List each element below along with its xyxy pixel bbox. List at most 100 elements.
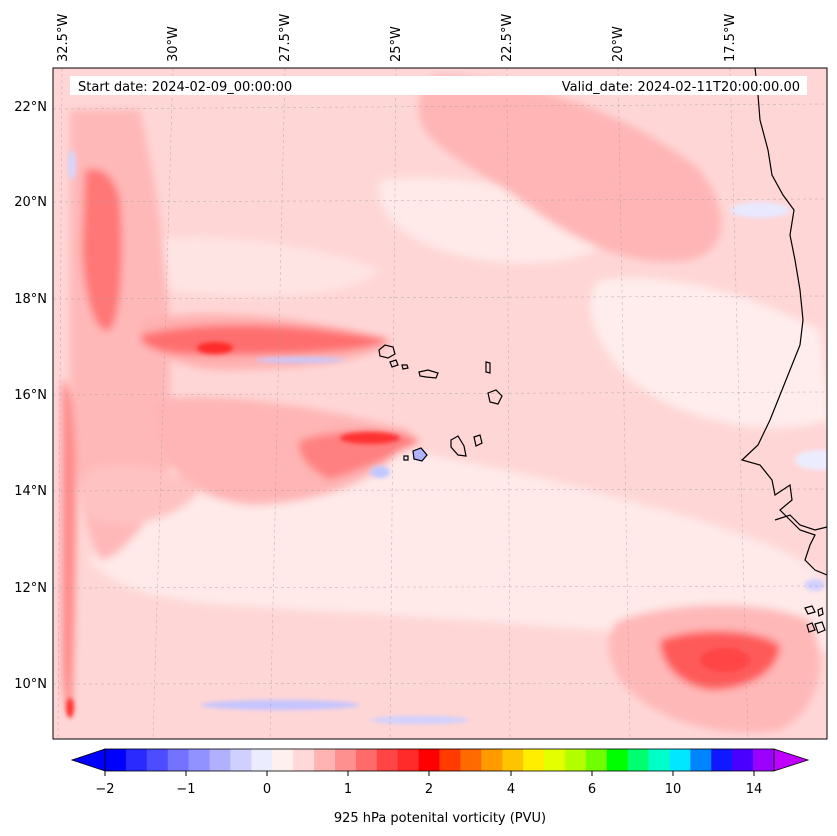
colorbar-cell [627, 749, 649, 771]
colorbar-cell [690, 749, 712, 771]
colorbar-cell [732, 749, 754, 771]
island-sao-nicolau [418, 369, 439, 379]
pv-light-area [590, 278, 827, 428]
colorbar-tick-label: −1 [176, 782, 195, 797]
island-boa-vista [487, 389, 503, 405]
lat-label-12n: 12°N [14, 581, 47, 596]
colorbar-tick-label: 4 [507, 782, 515, 797]
island-santiago [450, 435, 467, 457]
header-band [70, 76, 807, 95]
pv-max-core [340, 432, 400, 444]
colorbar-cell [334, 749, 357, 771]
colorbar-cell [460, 749, 482, 771]
pv-negative-streak [795, 450, 827, 470]
colorbar-cell [167, 749, 190, 771]
colorbar-cell [146, 749, 169, 771]
pv-strong-band [299, 430, 420, 480]
pv-moderate-area [83, 466, 200, 524]
colorbar-cell [376, 749, 399, 771]
lat-label-20n: 20°N [14, 195, 47, 210]
lon-label-25w: 25°W [389, 26, 404, 62]
pv-negative-streak [730, 202, 790, 218]
island-fogo [412, 447, 428, 462]
lon-label-30w: 30°W [166, 26, 181, 62]
colorbar-extend-min [70, 748, 106, 772]
pv-negative-streak [370, 716, 470, 724]
island-sao-vicente [389, 359, 399, 368]
colorbar-cell [585, 749, 608, 771]
island-santa-luzia [401, 364, 409, 370]
pv-negative-streak [200, 700, 360, 710]
island-maio [473, 434, 483, 447]
colorbar-cell [753, 749, 775, 771]
lon-label-32-5w: 32.5°W [56, 14, 71, 62]
colorbar-extend-max [773, 748, 810, 772]
colorbar-cell [523, 749, 545, 771]
colorbar-tick-label: 14 [746, 782, 763, 797]
colorbar-tick-label: 0 [263, 782, 271, 797]
colorbar-tick-label: 10 [665, 782, 682, 797]
colorbar-cell [439, 749, 461, 771]
coastline-africa [740, 68, 827, 634]
lon-label-22-5w: 22.5°W [500, 14, 515, 62]
colorbar-cell [105, 749, 127, 771]
pv-strong-band [82, 168, 122, 331]
colorbar-ticks [104, 771, 755, 776]
colorbar-cell [564, 749, 587, 771]
lat-label-10n: 10°N [14, 677, 47, 692]
lat-label-16n: 16°N [14, 388, 47, 403]
lon-label-20w: 20°W [611, 26, 626, 62]
colorbar-cell [502, 749, 524, 771]
colorbar-tick-label: 2 [425, 782, 433, 797]
island-sal [485, 361, 491, 374]
pv-moderate-area [150, 397, 410, 505]
longitude-labels: 32.5°W 30°W 27.5°W 25°W 22.5°W 20°W 17.5… [56, 14, 738, 62]
colorbar-cell [669, 749, 691, 771]
lat-label-14n: 14°N [14, 484, 47, 499]
pv-negative-streak [370, 466, 390, 478]
island-santo-antao [378, 344, 396, 359]
colorbar-tick-label: 1 [344, 782, 352, 797]
map-area: Start date: 2024-02-09_00:00:00 Valid_da… [53, 68, 827, 739]
colorbar-cell [314, 749, 336, 771]
colorbar-cells [105, 749, 775, 771]
map-frame [52, 67, 828, 740]
colorbar-cell [606, 749, 629, 771]
colorbar-cell [272, 749, 294, 771]
lon-label-17-5w: 17.5°W [723, 14, 738, 62]
colorbar-cell [293, 749, 315, 771]
coastline-west-africa [740, 68, 827, 576]
colorbar-cell [418, 749, 440, 771]
pv-core-features [66, 342, 750, 718]
colorbar-cell [230, 749, 252, 771]
colorbar-cell [481, 749, 503, 771]
pv-light-area [378, 177, 620, 264]
colorbar: −2 −1 0 1 2 4 6 10 14 925 hPa potenital … [70, 748, 810, 826]
pv-negative-areas [68, 150, 827, 724]
colorbar-tick-label: 6 [588, 782, 596, 797]
lat-label-18n: 18°N [14, 292, 47, 307]
gridlines [53, 68, 827, 739]
latitude-labels: 22°N 20°N 18°N 16°N 14°N 12°N 10°N [14, 100, 47, 692]
island-brava [403, 455, 409, 461]
colorbar-cell [209, 749, 231, 771]
colorbar-tick-label: −2 [95, 782, 114, 797]
colorbar-title: 925 hPa potenital vorticity (PVU) [334, 811, 546, 826]
pv-negative-streak [68, 150, 76, 180]
valid-date-label: Valid_date: 2024-02-11T20:00:00.00 [562, 80, 800, 95]
coastline-bissagos-1 [804, 605, 816, 615]
coastline-gambia [774, 514, 827, 531]
pv-negative-streak [805, 579, 825, 591]
islands [378, 344, 503, 462]
colorbar-frame [104, 748, 775, 772]
lat-label-22n: 22°N [14, 100, 47, 115]
pv-light-area [139, 237, 380, 296]
colorbar-cell [251, 749, 273, 771]
colorbar-cell [711, 749, 733, 771]
colorbar-tick-labels: −2 −1 0 1 2 4 6 10 14 [95, 782, 762, 797]
coastline-bissagos-2 [817, 607, 824, 617]
colorbar-cell [188, 749, 210, 771]
colorbar-cell [544, 749, 566, 771]
pv-max-core [197, 342, 233, 354]
